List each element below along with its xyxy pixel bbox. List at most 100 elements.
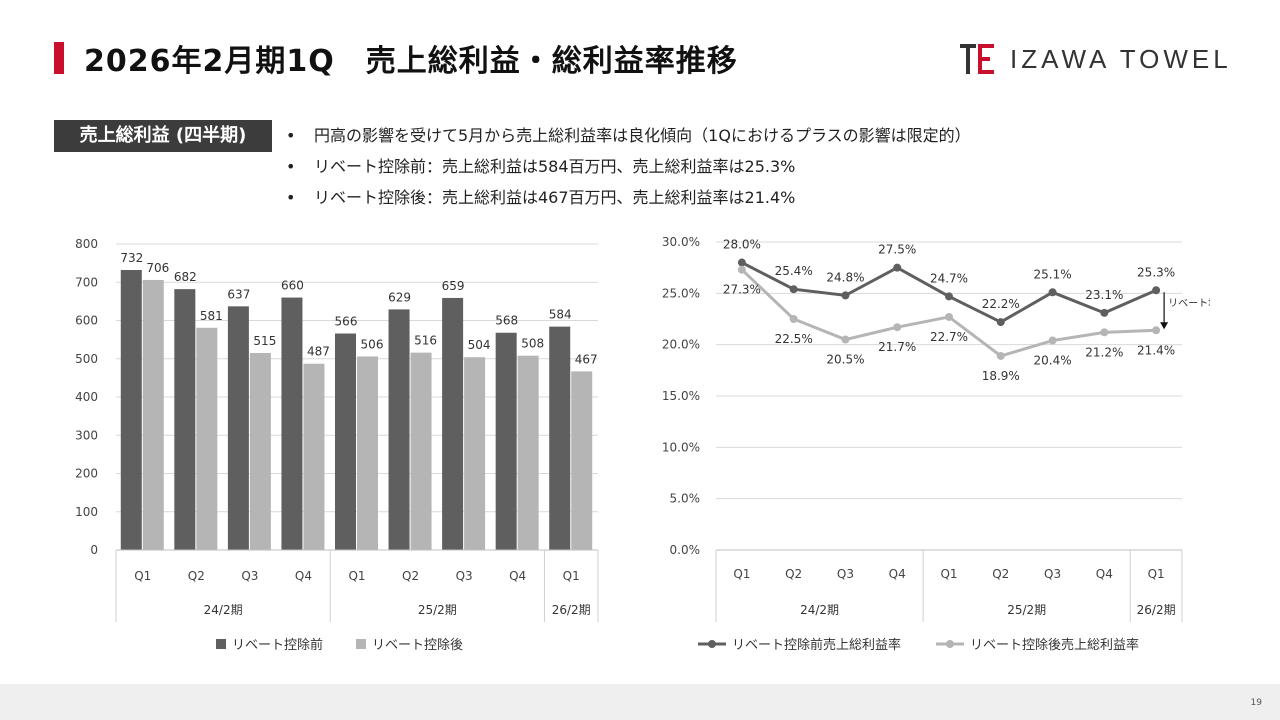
data-point — [1048, 336, 1057, 345]
data-point — [1100, 328, 1109, 337]
data-label: 629 — [388, 290, 411, 304]
y-tick-label: 5.0% — [670, 492, 701, 506]
data-label: 18.9% — [982, 369, 1020, 383]
data-label: 467 — [575, 352, 598, 366]
data-point — [841, 291, 850, 300]
data-label: 21.7% — [878, 340, 916, 354]
group-label: 26/2期 — [1137, 603, 1176, 617]
x-tick-label: Q2 — [785, 567, 802, 581]
data-label: 24.7% — [930, 271, 968, 285]
y-tick-label: 30.0% — [662, 235, 700, 249]
data-label: 566 — [335, 315, 358, 329]
legend-swatch — [356, 639, 366, 649]
data-label: 22.5% — [775, 332, 813, 346]
data-label: 22.7% — [930, 330, 968, 344]
data-label: 516 — [414, 334, 437, 348]
y-tick-label: 100 — [75, 505, 98, 519]
data-label: 732 — [120, 251, 143, 265]
group-label: 25/2期 — [418, 603, 457, 617]
data-point — [1152, 326, 1161, 335]
legend-label: リベート控除後 — [372, 638, 463, 653]
x-tick-label: Q1 — [563, 569, 580, 583]
legend-label: リベート控除前 — [232, 637, 323, 653]
data-label: 25.3% — [1137, 265, 1175, 279]
izawa-logo-icon — [960, 44, 994, 74]
x-tick-label: Q1 — [348, 569, 365, 583]
data-point — [945, 312, 953, 321]
bar — [464, 357, 486, 550]
bar — [227, 306, 249, 550]
data-label: 568 — [495, 314, 518, 328]
data-label: 504 — [468, 338, 491, 352]
x-tick-label: Q1 — [940, 567, 957, 581]
footer-band — [0, 684, 1280, 720]
y-tick-label: 700 — [75, 275, 98, 289]
x-tick-label: Q4 — [1096, 567, 1113, 581]
bar — [120, 270, 142, 550]
data-label: 487 — [307, 345, 330, 359]
x-tick-label: Q3 — [456, 569, 473, 583]
x-tick-label: Q3 — [1044, 567, 1061, 581]
data-label: 20.5% — [826, 353, 864, 367]
data-label: 660 — [281, 279, 304, 293]
data-label: 659 — [442, 279, 465, 293]
group-label: 25/2期 — [1007, 603, 1046, 617]
data-point — [996, 318, 1005, 327]
data-label: 506 — [361, 337, 384, 351]
data-point — [1100, 308, 1109, 317]
bar — [410, 352, 432, 550]
data-point — [737, 265, 746, 274]
legend-label: リベート控除前売上総利益率 — [732, 637, 901, 653]
x-tick-label: Q4 — [889, 567, 906, 581]
data-label: 508 — [521, 337, 544, 351]
y-tick-label: 300 — [75, 428, 98, 442]
page-number: 19 — [1250, 698, 1262, 708]
data-label: 682 — [174, 270, 197, 284]
bar — [142, 279, 164, 550]
data-label: 23.1% — [1085, 288, 1123, 302]
data-label: 25.1% — [1033, 267, 1071, 281]
legend-marker — [708, 640, 716, 648]
data-label: 706 — [146, 261, 169, 275]
data-point — [945, 292, 953, 301]
data-point — [996, 351, 1005, 360]
data-point — [737, 258, 746, 267]
logo-text: IZAWA TOWEL — [1010, 44, 1232, 74]
section-tag: 売上総利益 (四半期) — [54, 120, 272, 152]
data-label: 21.2% — [1085, 345, 1123, 359]
bullet-item: リベート控除前：売上総利益は584百万円、売上総利益率は25.3% — [286, 151, 971, 182]
x-tick-label: Q1 — [134, 569, 151, 583]
bar — [249, 353, 271, 550]
y-tick-label: 400 — [75, 390, 98, 404]
x-tick-label: Q2 — [992, 567, 1009, 581]
x-tick-label: Q4 — [295, 569, 312, 583]
x-tick-label: Q1 — [733, 567, 750, 581]
data-label: 21.4% — [1137, 343, 1175, 357]
data-label: 27.3% — [723, 283, 761, 297]
page-title: 2026年2月期1Q 売上総利益・総利益率推移 — [84, 44, 738, 79]
bar — [335, 333, 356, 550]
x-tick-label: Q3 — [837, 567, 854, 581]
data-point — [1152, 286, 1161, 295]
annotation-label: リベート増加 — [1168, 296, 1210, 309]
legend-marker — [946, 640, 954, 648]
data-label: 28.0% — [723, 238, 761, 252]
data-point — [893, 323, 902, 332]
data-label: 515 — [253, 334, 276, 348]
data-point — [789, 285, 798, 294]
bar — [549, 326, 571, 550]
group-label: 24/2期 — [800, 603, 839, 617]
x-tick-label: Q4 — [509, 569, 526, 583]
bar — [517, 355, 539, 550]
bullet-list: 円高の影響を受けて5月から売上総利益率は良化傾向（1Qにおけるプラスの影響は限定… — [286, 120, 971, 213]
data-point — [789, 315, 798, 323]
data-label: 581 — [200, 309, 223, 323]
data-point — [841, 335, 850, 344]
bar — [442, 297, 464, 550]
data-label: 27.5% — [878, 243, 916, 257]
group-label: 26/2期 — [552, 603, 591, 617]
y-tick-label: 10.0% — [662, 440, 700, 454]
y-tick-label: 800 — [75, 237, 98, 251]
bar — [495, 332, 517, 550]
